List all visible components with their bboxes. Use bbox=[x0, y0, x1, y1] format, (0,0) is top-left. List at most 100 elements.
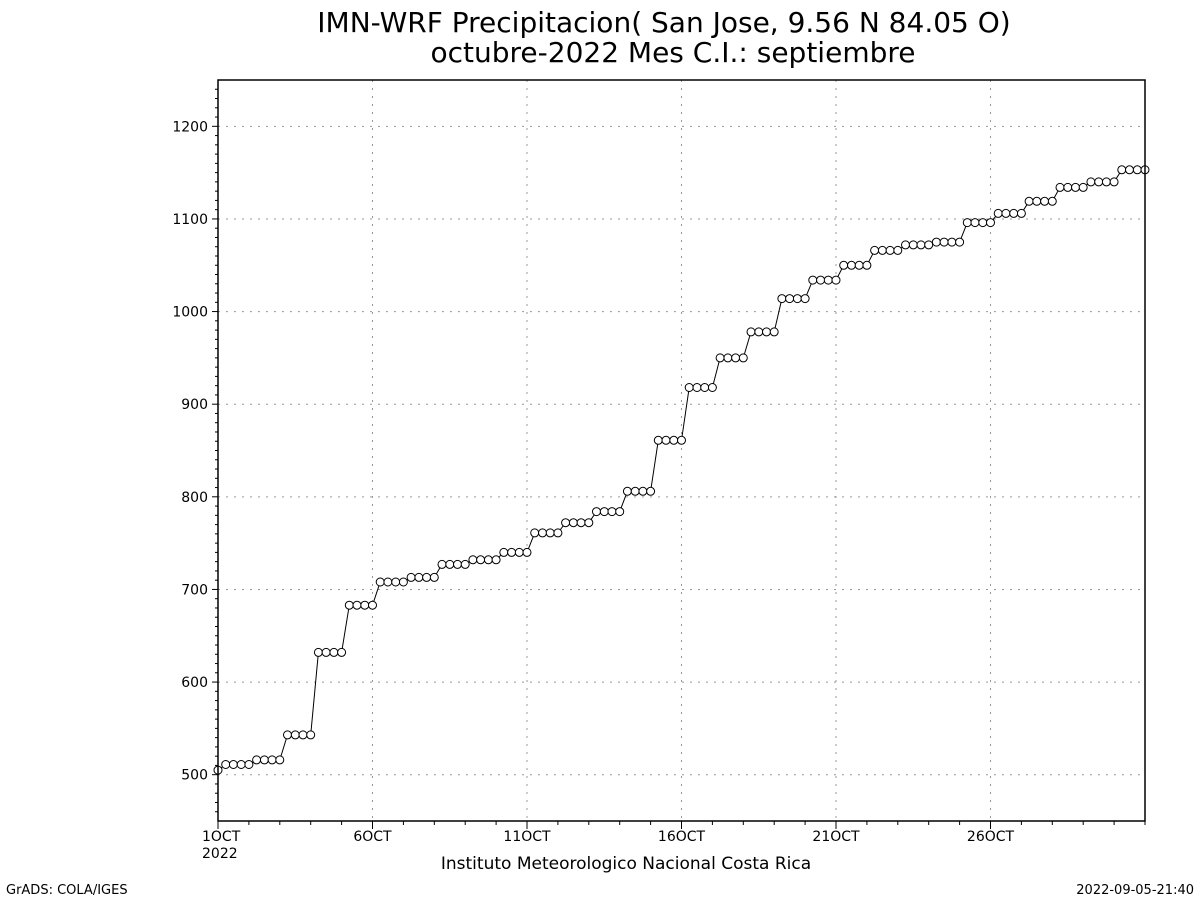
data-point bbox=[375, 577, 385, 587]
data-point bbox=[800, 294, 810, 304]
data-point bbox=[321, 647, 331, 657]
data-point bbox=[414, 572, 424, 582]
data-point bbox=[762, 327, 771, 337]
data-point bbox=[514, 547, 524, 557]
plot-frame bbox=[217, 79, 1146, 822]
data-point bbox=[507, 547, 517, 557]
data-point bbox=[592, 507, 601, 517]
data-point bbox=[1125, 165, 1134, 175]
data-point bbox=[228, 760, 238, 769]
data-point bbox=[1071, 182, 1080, 192]
y-tick-label: 800 bbox=[181, 490, 208, 506]
data-point bbox=[885, 245, 895, 255]
data-point bbox=[677, 435, 686, 445]
data-point bbox=[329, 647, 339, 657]
data-point bbox=[785, 294, 795, 304]
data-point bbox=[576, 518, 586, 528]
x-tick-label: 16OCT bbox=[658, 829, 706, 845]
y-tick-label: 900 bbox=[181, 397, 208, 413]
data-point bbox=[1016, 208, 1026, 218]
data-point bbox=[777, 294, 787, 304]
data-point bbox=[1109, 177, 1119, 187]
data-point bbox=[684, 383, 694, 392]
data-point bbox=[584, 518, 594, 528]
x-axis-label: Instituto Meteorologico Nacional Costa R… bbox=[441, 854, 811, 874]
y-tick-label: 600 bbox=[181, 675, 208, 691]
data-point bbox=[870, 245, 880, 255]
grid bbox=[218, 80, 1145, 821]
data-point bbox=[298, 730, 308, 740]
data-point bbox=[244, 760, 254, 769]
footer-right: 2022-09-05-21:40 bbox=[1076, 883, 1194, 898]
y-tick-label: 1100 bbox=[172, 212, 208, 228]
data-point bbox=[344, 600, 354, 610]
data-point bbox=[1078, 182, 1088, 192]
data-point bbox=[792, 294, 802, 304]
data-point bbox=[499, 547, 509, 557]
data-point bbox=[445, 559, 455, 569]
data-point bbox=[1047, 196, 1057, 206]
data-point bbox=[252, 755, 262, 765]
data-point bbox=[653, 435, 663, 445]
data-point bbox=[1024, 196, 1034, 206]
data-point bbox=[530, 528, 540, 538]
data-point bbox=[1009, 208, 1019, 218]
data-point bbox=[476, 555, 486, 565]
data-point bbox=[970, 218, 980, 228]
data-point bbox=[275, 755, 285, 765]
data-point bbox=[368, 600, 377, 610]
data-point bbox=[769, 327, 779, 337]
data-point bbox=[723, 353, 733, 363]
data-point bbox=[607, 507, 617, 517]
data-point bbox=[847, 260, 856, 270]
data-point bbox=[1132, 165, 1142, 175]
data-point bbox=[955, 237, 965, 247]
x-tick-label: 1OCT bbox=[202, 829, 241, 845]
data-point bbox=[630, 486, 640, 496]
data-point bbox=[908, 240, 918, 250]
data-point bbox=[738, 353, 748, 363]
data-point bbox=[823, 275, 833, 285]
footer-left: GrADS: COLA/IGES bbox=[6, 883, 128, 898]
data-point bbox=[715, 353, 725, 363]
data-point bbox=[383, 577, 393, 587]
data-point bbox=[986, 218, 995, 228]
data-point bbox=[483, 555, 493, 565]
data-point bbox=[391, 577, 401, 587]
data-point bbox=[460, 559, 470, 569]
data-point bbox=[568, 518, 578, 528]
data-point bbox=[360, 600, 370, 610]
data-point bbox=[352, 600, 362, 610]
data-point bbox=[731, 353, 741, 363]
data-point bbox=[901, 240, 910, 250]
data-point bbox=[267, 755, 277, 765]
data-point bbox=[931, 237, 941, 247]
data-point bbox=[491, 555, 501, 565]
data-point bbox=[862, 260, 872, 270]
data-point bbox=[692, 383, 702, 392]
data-point bbox=[707, 383, 717, 392]
data-point bbox=[808, 275, 818, 285]
data-point bbox=[947, 237, 957, 247]
chart-title: IMN-WRF Precipitacion( San Jose, 9.56 N … bbox=[317, 6, 1010, 39]
data-point bbox=[422, 572, 432, 582]
data-point bbox=[939, 237, 949, 247]
data-point bbox=[669, 435, 679, 445]
data-point bbox=[646, 486, 656, 496]
data-point bbox=[1094, 177, 1104, 187]
data-point bbox=[337, 647, 347, 657]
x-tick-sublabel: 2022 bbox=[202, 846, 238, 862]
data-point bbox=[615, 507, 625, 517]
x-tick-label: 26OCT bbox=[967, 829, 1015, 845]
data-point bbox=[306, 730, 316, 740]
data-point bbox=[638, 486, 648, 496]
data-point bbox=[993, 208, 1003, 218]
data-point bbox=[429, 572, 439, 582]
data-point bbox=[236, 760, 246, 769]
data-point bbox=[839, 260, 849, 270]
data-point bbox=[437, 559, 447, 569]
data-point bbox=[538, 528, 547, 538]
data-point bbox=[754, 327, 764, 337]
